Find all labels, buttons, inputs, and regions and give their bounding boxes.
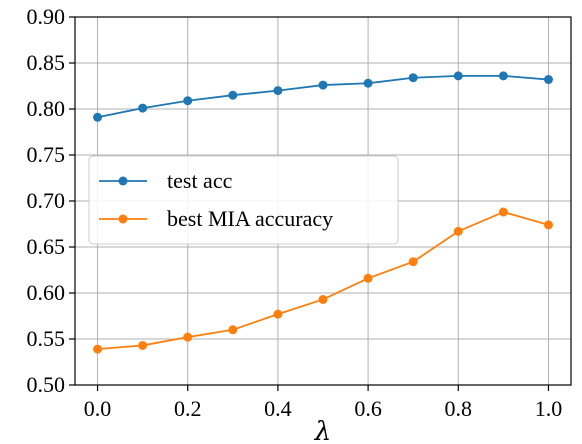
data-point (498, 71, 508, 81)
y-tick-label: 0.80 (27, 96, 66, 121)
legend-swatch-marker (118, 214, 128, 224)
data-point (93, 344, 103, 354)
y-tick-label: 0.65 (27, 234, 66, 259)
x-tick-label: 0.4 (264, 396, 292, 421)
data-point (183, 332, 193, 342)
data-point (408, 73, 418, 83)
data-point (138, 340, 148, 350)
data-point (228, 90, 238, 100)
data-point (318, 80, 328, 90)
legend-box (88, 155, 399, 245)
y-tick-label: 0.60 (27, 280, 66, 305)
data-point (543, 220, 553, 230)
legend-label: test acc (167, 168, 233, 193)
data-point (138, 103, 148, 113)
data-point (453, 71, 463, 81)
series-0 (93, 71, 553, 122)
data-point (543, 75, 553, 85)
axis-ticks: 0.0 0.2 0.4 0.6 0.8 1.0 0.50 0.55 0.60 0.65 0.70 0.… (27, 4, 563, 421)
data-point (453, 226, 463, 236)
legend: test acc best MIA accuracy (88, 155, 399, 245)
legend-label: best MIA accuracy (167, 206, 333, 231)
x-tick-label: 0.8 (445, 396, 473, 421)
series-1 (93, 207, 553, 354)
y-tick-label: 0.70 (27, 188, 66, 213)
x-tick-label: 0.2 (174, 396, 202, 421)
data-point (273, 309, 283, 319)
data-point (498, 207, 508, 217)
series-layer (93, 71, 553, 354)
data-point (408, 257, 418, 267)
legend-swatch-marker (118, 176, 128, 186)
data-point (93, 112, 103, 122)
x-tick-label: 1.0 (535, 396, 563, 421)
y-tick-label: 0.50 (27, 372, 66, 397)
y-tick-label: 0.90 (27, 4, 66, 29)
x-tick-label: 0.0 (84, 396, 112, 421)
y-tick-label: 0.55 (27, 326, 66, 351)
y-tick-label: 0.85 (27, 50, 66, 75)
data-point (273, 86, 283, 96)
data-point (183, 96, 193, 106)
x-axis-label: λ (314, 417, 331, 444)
data-point (228, 325, 238, 335)
y-tick-label: 0.75 (27, 142, 66, 167)
data-point (318, 294, 328, 304)
x-tick-label: 0.6 (354, 396, 382, 421)
data-point (363, 273, 373, 283)
data-point (363, 78, 373, 88)
